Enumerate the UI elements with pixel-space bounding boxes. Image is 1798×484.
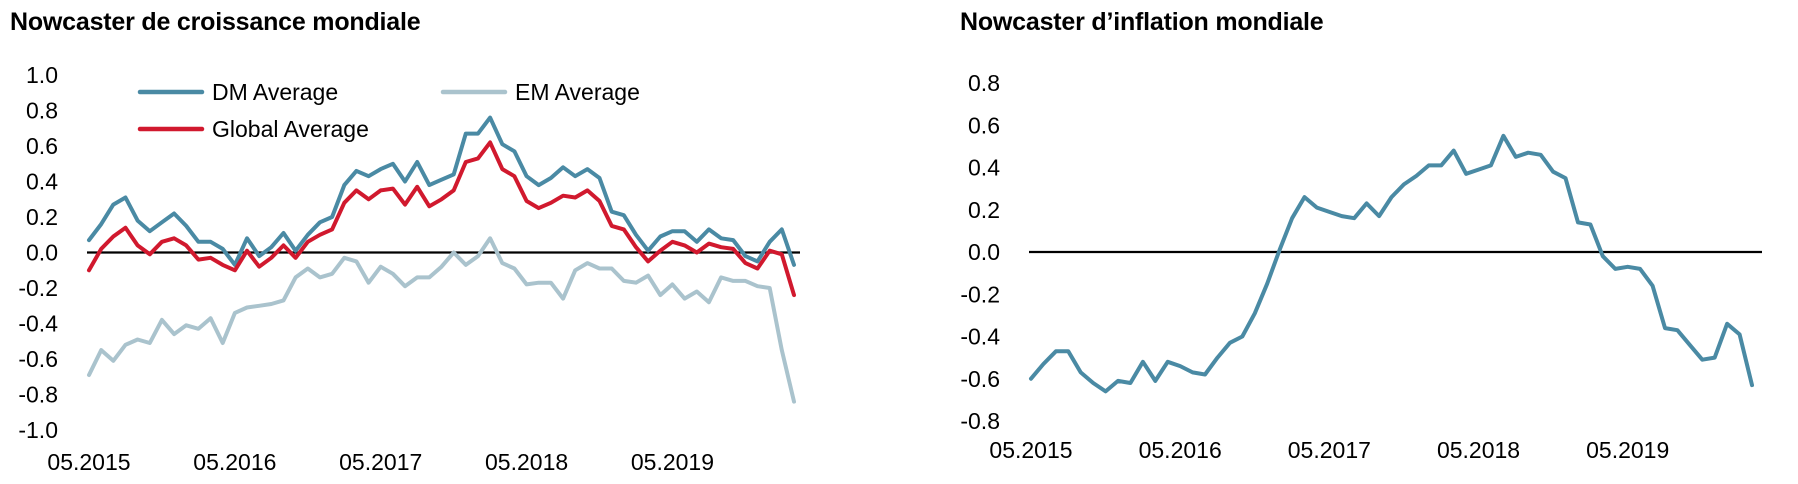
x-tick-label: 05.2017	[1288, 437, 1371, 463]
global-average-series-line	[87, 140, 796, 298]
y-tick-label: -0.4	[960, 324, 1000, 350]
y-tick-label: 1.0	[26, 62, 58, 88]
y-tick-label: 0.6	[26, 133, 58, 159]
y-tick-label: 0.8	[968, 70, 1000, 96]
y-tick-label: 0.0	[968, 239, 1000, 265]
y-tick-label: 0.4	[968, 155, 1000, 181]
y-tick-label: 0.8	[26, 98, 58, 124]
em-average-series-line	[87, 236, 796, 404]
x-tick-label: 05.2016	[193, 449, 276, 475]
x-tick-label: 05.2017	[339, 449, 422, 475]
inflation-series-line	[1029, 133, 1754, 394]
chart-title-growth: Nowcaster de croissance mondiale	[10, 8, 421, 36]
y-tick-label: -0.2	[960, 281, 1000, 307]
y-tick-label: 0.4	[26, 169, 58, 195]
x-tick-label: 05.2016	[1139, 437, 1222, 463]
y-tick-label: -0.4	[18, 311, 58, 337]
y-tick-label: 0.2	[26, 204, 58, 230]
chart-title-inflation: Nowcaster d’inflation mondiale	[960, 8, 1324, 36]
x-tick-label: 05.2018	[485, 449, 568, 475]
x-tick-label: 05.2019	[631, 449, 714, 475]
y-tick-label: -0.6	[960, 366, 1000, 392]
legend-label-dm-average: DM Average	[212, 79, 338, 105]
x-tick-label: 05.2019	[1586, 437, 1669, 463]
dm-average-series-line	[87, 115, 796, 267]
y-tick-label: -1.0	[18, 417, 58, 443]
x-tick-label: 05.2015	[47, 449, 130, 475]
y-tick-label: 0.2	[968, 197, 1000, 223]
y-tick-label: 0.6	[968, 112, 1000, 138]
x-tick-label: 05.2018	[1437, 437, 1520, 463]
y-tick-label: -0.6	[18, 346, 58, 372]
legend-label-global-average: Global Average	[212, 116, 369, 142]
growth-chart: 1.0 0.8 0.6 0.4 0.2 0.0 -0.2 -0.4 -0.6 -0.8 -1.0 05…	[18, 62, 800, 475]
legend-label-em-average: EM Average	[515, 79, 640, 105]
y-tick-label: -0.8	[960, 408, 1000, 434]
x-tick-label: 05.2015	[989, 437, 1072, 463]
y-tick-label: -0.8	[18, 382, 58, 408]
y-tick-label: -0.2	[18, 275, 58, 301]
y-tick-label: 0.0	[26, 240, 58, 266]
